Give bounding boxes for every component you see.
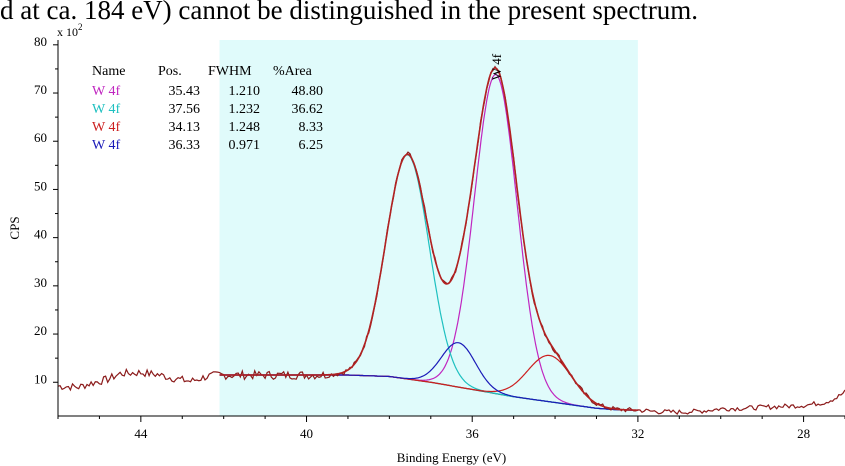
table-cell-fwhm: 1.232 [229, 102, 261, 117]
table-cell-fwhm: 0.971 [229, 138, 261, 153]
x-tick-label: 36 [466, 426, 480, 441]
table-header: FWHM [208, 64, 252, 79]
table-header: %Area [273, 64, 313, 79]
table-cell-name: W 4f [92, 84, 120, 99]
table-cell-name: W 4f [92, 138, 120, 153]
x-axis-label: Binding Energy (eV) [397, 450, 507, 465]
y-axis-multiplier: x 102 [57, 22, 83, 39]
table-cell-pos: 34.13 [169, 120, 201, 135]
table-header: Name [92, 64, 125, 79]
table-cell-area: 36.62 [292, 102, 324, 117]
x-tick-label: 40 [300, 426, 313, 441]
results-table: Name Pos. FWHM %Area W 4f 35.43 1.210 48.80 W 4f… [92, 64, 323, 153]
y-tick-label: 30 [34, 275, 47, 290]
y-axis-label: CPS [7, 216, 22, 239]
caption-text: d at ca. 184 eV) cannot be distinguished… [0, 0, 699, 25]
table-cell-pos: 35.43 [169, 84, 201, 99]
y-tick-label: 60 [34, 130, 47, 145]
table-cell-fwhm: 1.248 [229, 120, 261, 135]
table-cell-area: 8.33 [299, 120, 324, 135]
y-multiplier-base: x 10 [57, 25, 78, 39]
y-tick-label: 40 [34, 227, 47, 242]
x-tick-label: 32 [631, 426, 644, 441]
y-tick-label: 70 [34, 82, 47, 97]
table-cell-pos: 37.56 [169, 102, 201, 117]
table-cell-name: W 4f [92, 102, 120, 117]
table-header: Pos. [158, 64, 182, 79]
table-cell-fwhm: 1.210 [229, 84, 261, 99]
table-cell-name: W 4f [92, 120, 120, 135]
y-tick-label: 20 [34, 323, 47, 338]
curves-layer [57, 65, 845, 416]
x-tick-label: 28 [797, 426, 810, 441]
axes-layer: 10 20 30 40 50 60 70 80 44 40 36 32 28 [34, 34, 845, 441]
peak-label: W 4f [489, 53, 504, 80]
fit-envelope-line [219, 67, 638, 411]
raw-spectrum-line [57, 65, 845, 416]
x-tick-label: 44 [134, 426, 148, 441]
table-cell-area: 48.80 [292, 84, 324, 99]
y-multiplier-exponent: 2 [78, 22, 83, 32]
table-cell-pos: 36.33 [169, 138, 201, 153]
y-tick-label: 80 [34, 34, 47, 49]
y-tick-label: 50 [34, 178, 47, 193]
table-cell-area: 6.25 [299, 138, 324, 153]
y-tick-label: 10 [34, 371, 47, 386]
